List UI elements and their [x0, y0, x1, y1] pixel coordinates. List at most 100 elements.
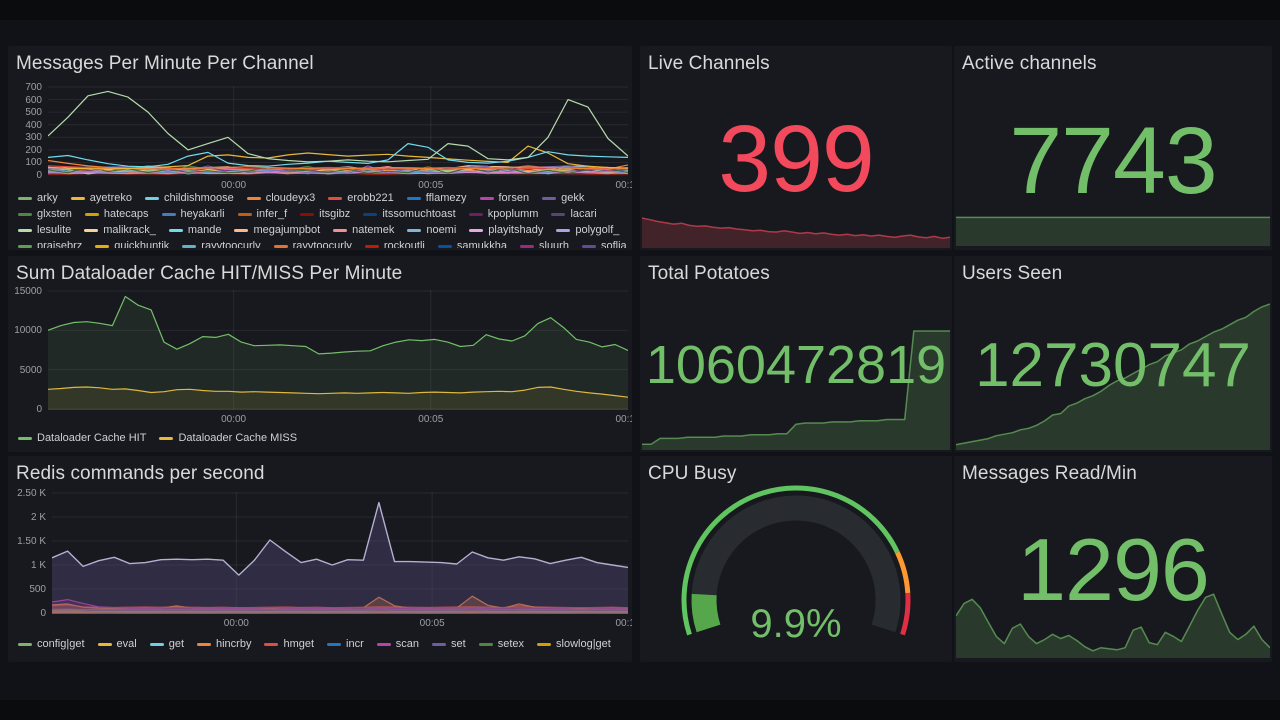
messages-legend: arky ayetreko childishmoose cloudeyx3 erobb2…	[18, 192, 628, 248]
legend-item-malikrack-[interactable]: malikrack_	[84, 224, 156, 236]
legend-color-swatch	[273, 244, 288, 248]
legend-item-set[interactable]: set	[432, 638, 466, 650]
legend-label: noemi	[426, 224, 457, 236]
panel-title-redis[interactable]: Redis commands per second	[16, 463, 265, 484]
legend-item-forsen[interactable]: forsen	[479, 192, 529, 204]
legend-label: hatecaps	[103, 208, 149, 220]
panel-title-dataloader[interactable]: Sum Dataloader Cache HIT/MISS Per Minute	[16, 263, 403, 284]
legend-color-swatch	[18, 196, 32, 200]
dataloader-chart-plot[interactable]	[48, 290, 628, 410]
legend-item-noemi[interactable]: noemi	[407, 224, 456, 236]
legend-item-polygolf-[interactable]: polygolf_	[556, 224, 619, 236]
legend-item-hincrby[interactable]: hincrby	[197, 638, 251, 650]
legend-item-playitshady[interactable]: playitshady	[469, 224, 543, 236]
legend-item-rayytoocurly[interactable]: rayytoocurly	[182, 240, 261, 248]
legend-color-swatch	[18, 228, 32, 232]
legend-item-lacari[interactable]: lacari	[551, 208, 597, 220]
legend-label: rayytoocurly	[292, 240, 352, 248]
messages-read-value: 1296	[1017, 520, 1210, 619]
legend-item-sluurh[interactable]: sluurh	[520, 240, 569, 248]
legend-label: config|get	[37, 638, 85, 650]
legend-item-glxsten[interactable]: glxsten	[18, 208, 72, 220]
legend-item-Dataloader-Cache-MISS[interactable]: Dataloader Cache MISS	[159, 432, 297, 444]
legend-item-hmget[interactable]: hmget	[264, 638, 314, 650]
dataloader-legend: Dataloader Cache HIT Dataloader Cache MIS…	[18, 432, 628, 448]
legend-color-swatch	[520, 244, 534, 248]
redis-legend: config|get eval get hincrby hmget incr scan set…	[18, 638, 628, 654]
panel-title-total-potatoes[interactable]: Total Potatoes	[648, 263, 770, 284]
legend-item-soflia[interactable]: soflia	[581, 240, 627, 248]
legend-item-eval[interactable]: eval	[97, 638, 137, 650]
legend-label: setex	[497, 638, 525, 650]
legend-item-quickhuntik[interactable]: quickhuntik	[95, 240, 169, 248]
legend-label: sluurh	[539, 240, 569, 248]
legend-color-swatch	[159, 436, 174, 440]
y-axis-tick-label: 500	[29, 584, 46, 595]
legend-item-get[interactable]: get	[149, 638, 184, 650]
legend-item-setex[interactable]: setex	[478, 638, 525, 650]
legend-item-samukkha[interactable]: samukkha	[437, 240, 507, 248]
legend-item-incr[interactable]: incr	[327, 638, 364, 650]
panel-title-messages[interactable]: Messages Per Minute Per Channel	[16, 53, 314, 74]
legend-item-mande[interactable]: mande	[168, 224, 221, 236]
legend-color-swatch	[18, 436, 32, 440]
legend-item-fflamezy[interactable]: fflamezy	[406, 192, 467, 204]
total_potatoes-sparkline-svg	[642, 330, 950, 450]
legend-item-scan[interactable]: scan	[376, 638, 420, 650]
legend-item-natemek[interactable]: natemek	[333, 224, 394, 236]
messages-chart-plot[interactable]	[48, 86, 628, 176]
legend-item-heyakarli[interactable]: heyakarli	[161, 208, 225, 220]
legend-item-itsgibz[interactable]: itsgibz	[300, 208, 350, 220]
messages-chart-svg	[48, 86, 628, 176]
users_seen-sparkline-svg	[956, 303, 1270, 450]
messages-read-sparkline	[956, 553, 1270, 658]
redis-chart-plot[interactable]	[52, 492, 628, 614]
x-axis-tick-label: 00:10	[615, 618, 632, 629]
y-axis-tick-label: 0	[40, 608, 46, 619]
legend-color-swatch	[478, 642, 493, 646]
legend-label: incr	[346, 638, 364, 650]
panel-title-messages-read[interactable]: Messages Read/Min	[962, 463, 1137, 484]
panel-title-cpu-busy[interactable]: CPU Busy	[648, 463, 737, 484]
panel-live-channels: Live Channels 399	[640, 46, 952, 250]
legend-item-infer-f[interactable]: infer_f	[237, 208, 288, 220]
panel-title-users-seen[interactable]: Users Seen	[962, 263, 1063, 284]
panel-title-active-channels[interactable]: Active channels	[962, 53, 1097, 74]
x-axis-tick-label: 00:10	[615, 414, 632, 425]
legend-label: ayetreko	[89, 192, 132, 204]
legend-item-gekk[interactable]: gekk	[542, 192, 584, 204]
legend-item-kpoplumm[interactable]: kpoplumm	[468, 208, 538, 220]
legend-color-swatch	[376, 642, 391, 646]
legend-label: glxsten	[37, 208, 72, 220]
legend-item-itssomuchtoast[interactable]: itssomuchtoast	[363, 208, 456, 220]
legend-color-swatch	[149, 642, 164, 646]
legend-item-cloudeyx3[interactable]: cloudeyx3	[246, 192, 315, 204]
legend-item-hatecaps[interactable]: hatecaps	[84, 208, 149, 220]
legend-color-swatch	[18, 212, 32, 216]
legend-color-swatch	[97, 642, 112, 646]
legend-item-erobb221[interactable]: erobb221	[328, 192, 394, 204]
legend-color-swatch	[84, 212, 99, 216]
legend-label: infer_f	[256, 208, 288, 220]
legend-item-ayetreko[interactable]: ayetreko	[70, 192, 132, 204]
legend-item-rockoutli[interactable]: rockoutli	[364, 240, 425, 248]
legend-item-config-get[interactable]: config|get	[18, 638, 85, 650]
legend-item-slowlog-get[interactable]: slowlog|get	[537, 638, 611, 650]
legend-label: scan	[395, 638, 420, 650]
legend-color-swatch	[197, 642, 211, 646]
legend-color-swatch	[432, 642, 447, 646]
legend-item-praisebrz[interactable]: praisebrz	[18, 240, 82, 248]
legend-item-arky[interactable]: arky	[18, 192, 58, 204]
legend-item-lesulite[interactable]: lesulite	[18, 224, 71, 236]
panel-messages-read: Messages Read/Min 1296	[954, 456, 1272, 662]
legend-label: soflia	[600, 240, 627, 248]
legend-label: lesulite	[37, 224, 72, 236]
legend-item-rayytoocurly[interactable]: rayytoocurly	[273, 240, 352, 248]
legend-color-swatch	[328, 196, 343, 200]
legend-item-Dataloader-Cache-HIT[interactable]: Dataloader Cache HIT	[18, 432, 146, 444]
live-channels-sparkline	[642, 202, 950, 248]
panel-title-live-channels[interactable]: Live Channels	[648, 53, 770, 74]
legend-item-childishmoose[interactable]: childishmoose	[144, 192, 234, 204]
legend-item-megajumpbot[interactable]: megajumpbot	[234, 224, 320, 236]
legend-color-swatch	[300, 212, 315, 216]
